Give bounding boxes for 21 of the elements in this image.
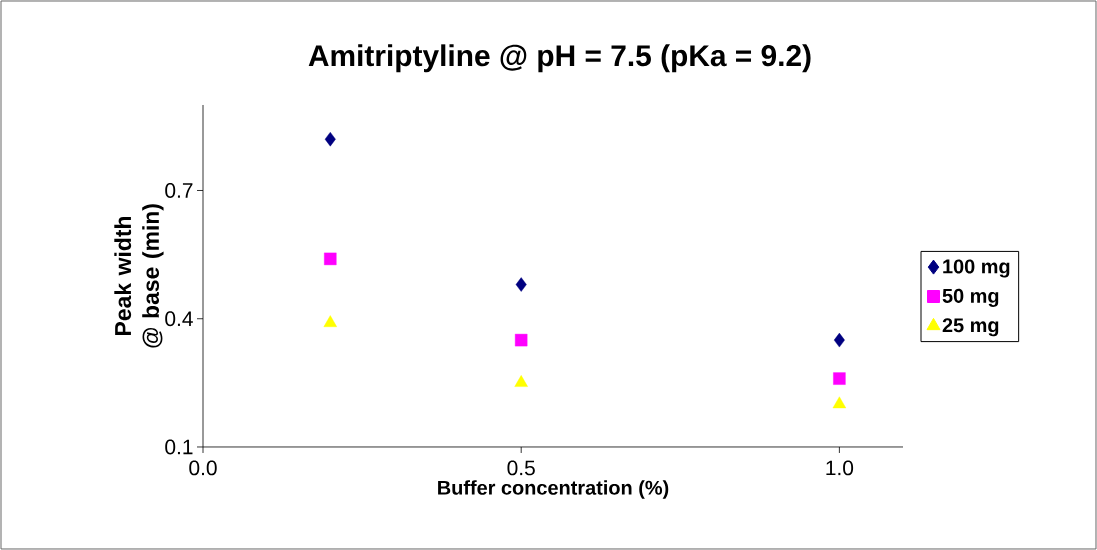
x-axis-title: Buffer concentration (%) <box>438 480 669 499</box>
point <box>324 252 337 266</box>
x-tick-label: 0.0 <box>189 460 217 476</box>
point <box>514 375 528 387</box>
legend-label: 25 mg <box>942 318 999 337</box>
point <box>514 333 528 347</box>
y-axis-title: Peak width @ base (min) <box>114 204 164 348</box>
point <box>833 332 845 348</box>
point <box>324 131 336 147</box>
y-tick-label: 0.7 <box>165 183 193 198</box>
y-tick-label: 0.1 <box>165 439 193 455</box>
x-tick-label: 0.5 <box>507 460 535 476</box>
x-tick-label: 1.0 <box>826 460 854 476</box>
legend-label: 100 mg <box>943 259 1010 278</box>
point <box>832 396 847 409</box>
point <box>515 277 527 292</box>
legend-label: 50 mg <box>942 288 999 307</box>
point <box>833 372 846 385</box>
chart-title: Amitriptyline @ pH = 7.5 (pKa = 9.2) <box>308 44 811 73</box>
point <box>323 315 337 327</box>
y-tick-label: 0.4 <box>165 311 193 327</box>
